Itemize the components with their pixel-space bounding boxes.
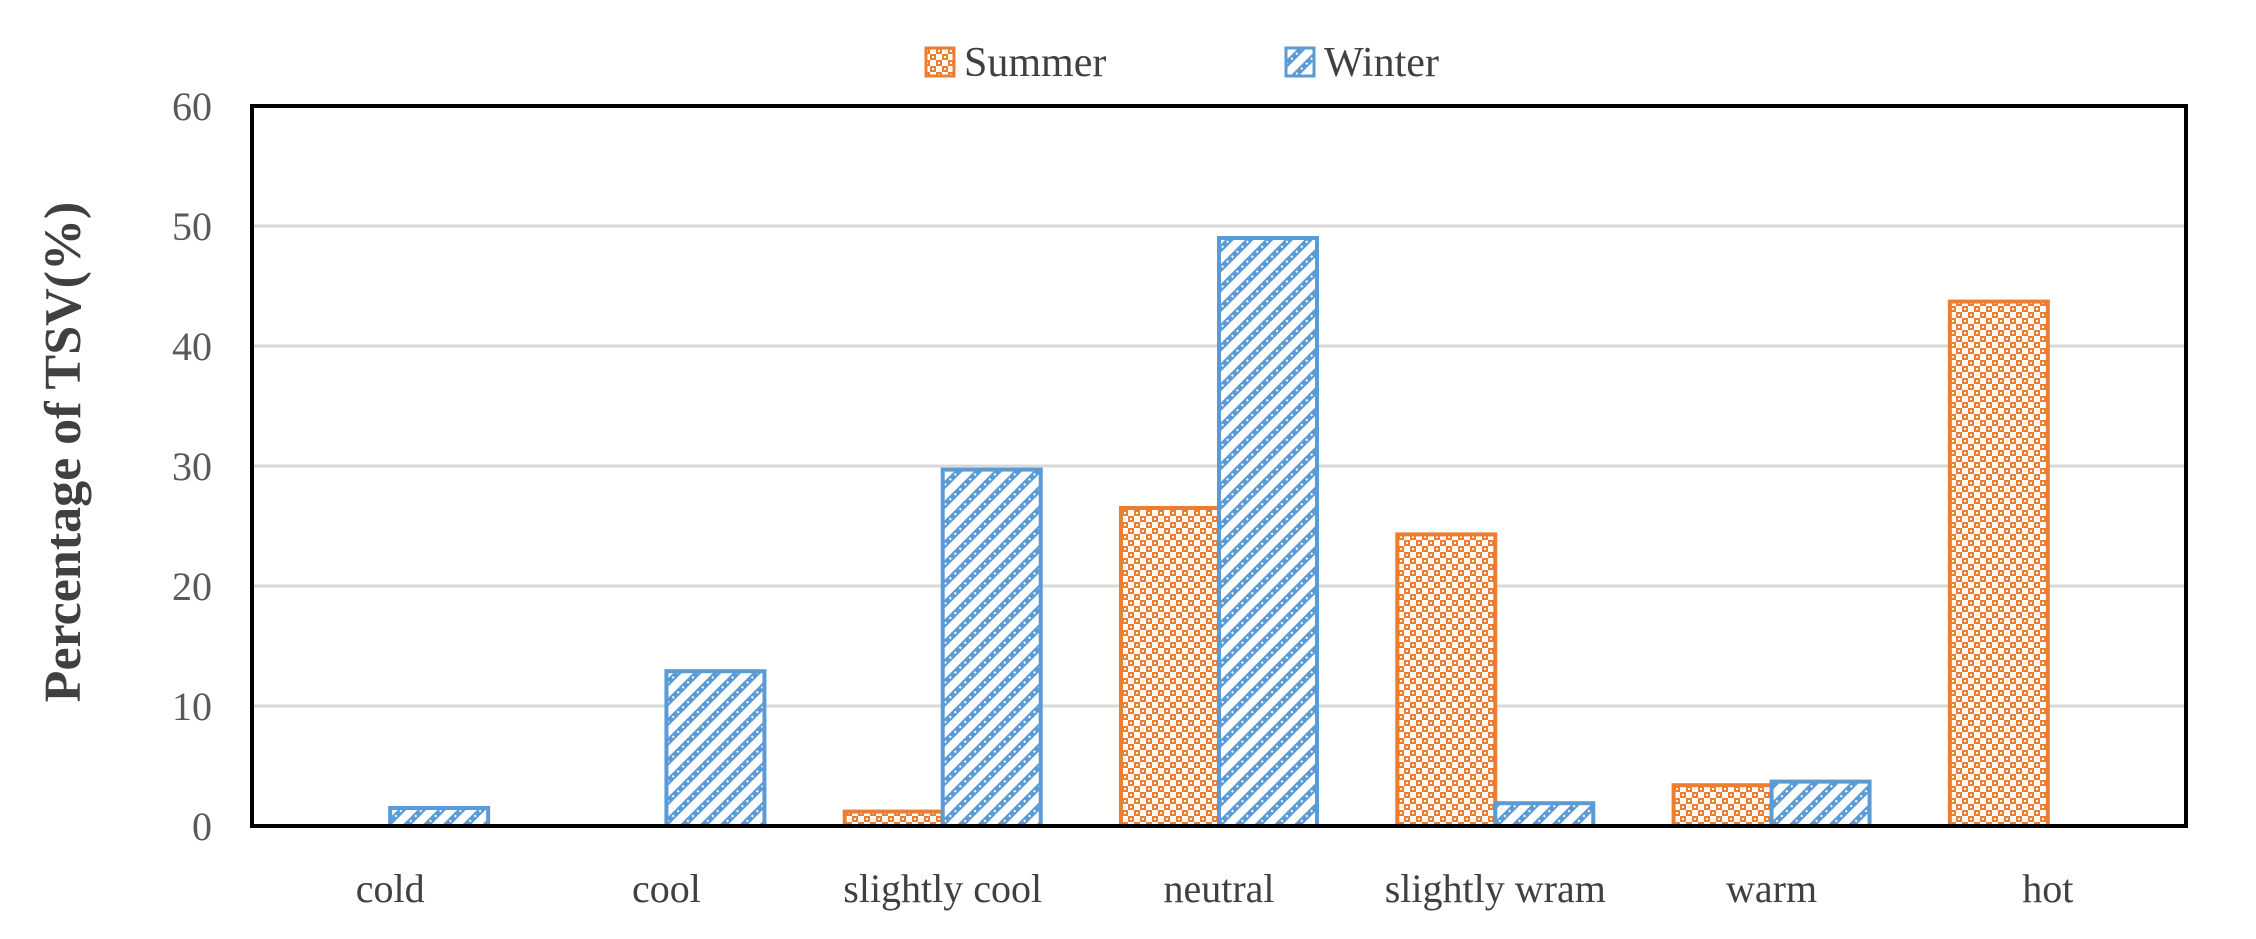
legend-label-summer: Summer	[964, 40, 1106, 86]
y-tick-label: 60	[172, 84, 212, 129]
x-category-label: hot	[2022, 866, 2073, 911]
x-axis-categories: cold cool slightly cool neutral slightly wra…	[356, 866, 2074, 911]
bar-winter-slightly-cool	[940, 467, 1043, 828]
y-tick-label: 30	[172, 444, 212, 489]
bar-winter-neutral	[1217, 236, 1319, 828]
bar-summer-hot	[1947, 299, 2050, 829]
bar-winter-slightly-wram	[1493, 801, 1596, 829]
legend-label-winter: Winter	[1324, 40, 1439, 86]
bar-summer-warm	[1671, 783, 1774, 829]
bar-summer-slightly-wram	[1395, 532, 1498, 829]
legend: Summer Winter	[924, 40, 1439, 86]
y-tick-label: 50	[172, 204, 212, 249]
legend-swatch-winter	[1284, 46, 1316, 78]
y-axis-ticks: 0 10 20 30 40 50 60	[172, 84, 212, 849]
bar-winter-cool	[664, 669, 767, 829]
y-tick-label: 20	[172, 564, 212, 609]
x-category-label: neutral	[1163, 866, 1274, 911]
bars	[388, 236, 2050, 829]
bar-summer-neutral	[1119, 506, 1221, 828]
bar-winter-cold	[388, 806, 491, 828]
x-category-label: slightly cool	[843, 866, 1042, 911]
y-tick-label: 40	[172, 324, 212, 369]
x-category-label: cool	[632, 866, 701, 911]
legend-item-summer: Summer	[924, 40, 1106, 86]
bar-summer-slightly-cool	[842, 809, 945, 828]
y-tick-label: 0	[192, 804, 212, 849]
y-tick-label: 10	[172, 684, 212, 729]
legend-item-winter: Winter	[1284, 40, 1439, 86]
x-category-label: slightly wram	[1385, 866, 1606, 911]
legend-swatch-summer	[924, 46, 956, 78]
x-category-label: cold	[356, 866, 425, 911]
y-axis-label: Percentage of TSV(%)	[35, 202, 92, 703]
x-category-label: warm	[1726, 866, 1817, 911]
bar-winter-warm	[1769, 779, 1872, 828]
plot-frame	[250, 104, 2188, 828]
